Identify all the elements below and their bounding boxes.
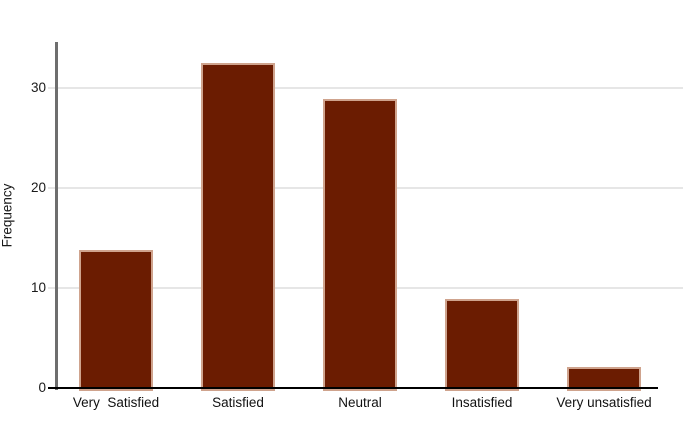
y-tick-label: 0 [38, 380, 46, 395]
x-tick-label: Insatisfied [451, 395, 513, 410]
x-tick-label: Very Satisfied [72, 395, 160, 410]
bar [201, 63, 275, 391]
y-tick-label: 20 [30, 180, 46, 195]
bar [79, 250, 153, 391]
x-tick-label: Very unsatisfied [556, 395, 652, 410]
bar [323, 99, 397, 391]
x-tick-label: Neutral [338, 395, 382, 410]
bar [445, 299, 519, 391]
x-axis-line [48, 387, 658, 389]
y-axis-line [55, 42, 58, 390]
x-tick-label: Satisfied [212, 395, 264, 410]
gridline [48, 87, 683, 89]
y-tick-label: 30 [30, 80, 46, 95]
y-tick-label: 10 [30, 280, 46, 295]
